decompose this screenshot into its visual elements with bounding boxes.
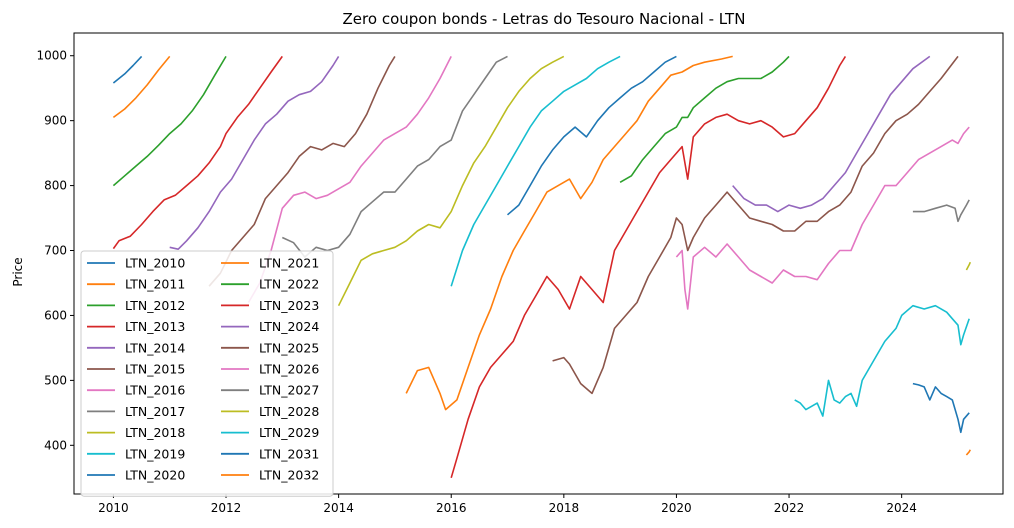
x-tick-label: 2020 — [661, 501, 692, 515]
series-line-ltn-2026 — [675, 126, 970, 310]
plot-area-frame — [73, 32, 1004, 495]
series-line-ltn-2018 — [337, 55, 565, 307]
legend-label: LTN_2022 — [259, 277, 319, 292]
x-tick-label: 2012 — [211, 501, 242, 515]
series-line-ltn-2013 — [112, 55, 283, 250]
legend-label: LTN_2025 — [259, 340, 319, 355]
series-line-ltn-2022 — [619, 55, 790, 183]
legend-label: LTN_2028 — [259, 404, 319, 419]
series-line-ltn-2028 — [965, 261, 972, 271]
x-tick-label: 2016 — [436, 501, 467, 515]
series-line-ltn-2016 — [247, 56, 452, 303]
chart-title: Zero coupon bonds - Letras do Tesouro Na… — [343, 10, 746, 28]
series-line-ltn-2014 — [169, 55, 340, 250]
series-line-ltn-2012 — [112, 55, 227, 187]
legend-label: LTN_2029 — [259, 425, 319, 440]
legend-label: LTN_2021 — [259, 256, 319, 271]
legend-label: LTN_2024 — [259, 319, 319, 334]
y-tick-label: 400 — [44, 438, 67, 452]
y-tick-label: 600 — [44, 308, 67, 322]
series-line-ltn-2025 — [552, 55, 959, 395]
series-line-ltn-2015 — [208, 55, 396, 287]
legend-label: LTN_2019 — [125, 446, 185, 461]
legend-label: LTN_2011 — [125, 277, 185, 292]
plot-series-group — [112, 55, 972, 479]
legend-label: LTN_2018 — [125, 425, 185, 440]
y-axis-label: Price — [11, 257, 25, 286]
y-tick-label: 800 — [44, 179, 67, 193]
y-tick-label: 1000 — [36, 49, 67, 63]
series-line-ltn-2032 — [965, 449, 972, 456]
y-tick-label: 700 — [44, 244, 67, 258]
series-line-ltn-2027 — [912, 199, 970, 223]
series-line-ltn-2019 — [450, 55, 621, 287]
legend-label: LTN_2023 — [259, 298, 319, 313]
legend-label: LTN_2013 — [125, 319, 185, 334]
legend-label: LTN_2031 — [259, 446, 319, 461]
series-line-ltn-2020 — [506, 55, 677, 216]
x-tick-label: 2010 — [98, 501, 129, 515]
series-line-ltn-2017 — [281, 55, 508, 258]
series-line-ltn-2024 — [732, 55, 931, 213]
legend-label: LTN_2017 — [125, 404, 185, 419]
x-tick-label: 2022 — [774, 501, 805, 515]
y-tick-label: 900 — [44, 114, 67, 128]
legend-label: LTN_2032 — [259, 468, 319, 483]
legend: LTN_2010 LTN_2011 LTN_2012 LTN_2013 LTN_2014… — [80, 250, 334, 497]
legend-label: LTN_2015 — [125, 362, 185, 377]
legend-label: LTN_2020 — [125, 468, 185, 483]
x-axis: 2010 2012 2014 2016 2018 2020 2022 2024 — [98, 494, 917, 515]
legend-label: LTN_2027 — [259, 383, 319, 398]
legend-label: LTN_2016 — [125, 383, 185, 398]
y-axis: 400 500 600 700 800 900 1000 — [36, 49, 74, 452]
x-tick-label: 2014 — [323, 501, 354, 515]
y-tick-label: 500 — [44, 373, 67, 387]
series-line-ltn-2023 — [450, 55, 847, 479]
x-tick-label: 2024 — [886, 501, 917, 515]
legend-label: LTN_2014 — [125, 340, 185, 355]
series-line-ltn-2021 — [405, 55, 733, 411]
legend-label: LTN_2010 — [125, 256, 185, 271]
series-line-ltn-2011 — [112, 55, 171, 119]
series-line-ltn-2010 — [112, 55, 143, 84]
legend-label: LTN_2026 — [259, 362, 319, 377]
series-line-ltn-2031 — [912, 382, 970, 434]
legend-box — [80, 250, 334, 497]
series-line-ltn-2029 — [794, 304, 970, 417]
legend-label: LTN_2012 — [125, 298, 185, 313]
x-tick-label: 2018 — [549, 501, 580, 515]
